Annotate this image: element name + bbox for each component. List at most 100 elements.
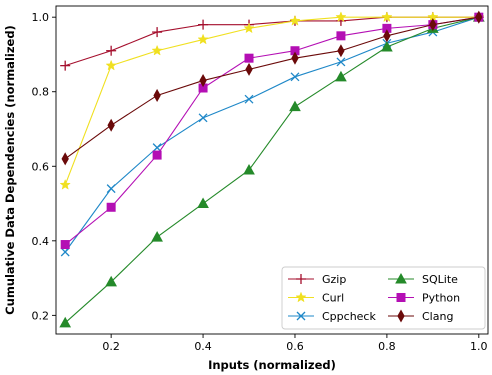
- series-sqlite-point: [59, 316, 72, 328]
- series-clang: [61, 10, 483, 166]
- series-sqlite-point: [289, 100, 301, 112]
- series-clang-point: [199, 74, 207, 88]
- legend-entry-cppcheck-label: Cppcheck: [322, 310, 376, 323]
- diamond-marker-shape: [475, 10, 483, 24]
- x-tick-label: 0.4: [194, 340, 212, 353]
- legend-entry-gzip-marker: [296, 274, 306, 284]
- series-sqlite-point: [197, 197, 209, 209]
- square-marker-shape: [336, 31, 346, 41]
- x-marker-b: [106, 184, 116, 194]
- triangle-marker-shape: [289, 100, 301, 112]
- series-cppcheck-point: [106, 184, 116, 194]
- y-tick-label: 0.2: [32, 309, 50, 322]
- series-sqlite: [59, 11, 485, 328]
- x-marker-b: [152, 143, 162, 153]
- series-clang-point: [153, 88, 161, 102]
- series-sqlite-point: [381, 40, 393, 52]
- x-tick-label: 1.0: [470, 340, 488, 353]
- series-gzip-point: [106, 45, 117, 56]
- x-marker-b: [198, 113, 208, 123]
- diamond-marker-shape: [429, 18, 437, 32]
- star-marker-shape: [243, 22, 255, 34]
- series-clang-point: [337, 44, 345, 58]
- triangle-marker-shape: [197, 197, 209, 209]
- diamond-marker-shape: [245, 62, 253, 76]
- y-tick-label: 0.4: [32, 235, 50, 248]
- y-tick-label: 0.8: [32, 86, 50, 99]
- legend-entry-clang-label: Clang: [422, 310, 453, 323]
- triangle-marker-shape: [381, 40, 393, 52]
- legend-entry-curl-marker: [295, 291, 307, 303]
- series-cppcheck-point: [244, 94, 254, 104]
- diamond-marker-shape: [337, 44, 345, 58]
- triangle-marker-shape: [151, 231, 163, 242]
- legend-entry-python: Python: [388, 292, 460, 305]
- legend-entry-curl-label: Curl: [322, 292, 344, 305]
- legend-entry-sqlite: SQLite: [388, 272, 458, 286]
- x-tick-label: 0.8: [378, 340, 396, 353]
- legend-entry-cppcheck: Cppcheck: [288, 310, 376, 323]
- series-sqlite-line: [64, 16, 479, 324]
- series-clang-point: [245, 62, 253, 76]
- star-marker-shape: [59, 178, 71, 190]
- triangle-marker-shape: [59, 316, 72, 328]
- series-clang-point: [429, 18, 437, 32]
- y-tick-label: 1.0: [32, 11, 50, 24]
- x-tick-label: 0.2: [102, 340, 120, 353]
- series-python-point: [244, 53, 254, 63]
- star-marker-shape: [105, 59, 117, 71]
- legend-entry-gzip-label: Gzip: [322, 273, 346, 286]
- series-gzip-point: [60, 60, 71, 71]
- legend-entry-python-marker: [396, 293, 406, 302]
- star-marker-shape: [335, 11, 347, 22]
- series-sqlite-point: [243, 163, 255, 175]
- star-marker-shape: [289, 14, 301, 26]
- series-cppcheck-point: [60, 247, 70, 257]
- x-marker-b: [290, 72, 300, 82]
- diamond-marker-shape: [397, 309, 405, 323]
- diamond-marker-shape: [383, 29, 391, 43]
- series-python-point: [152, 150, 162, 160]
- triangle-marker-shape: [335, 70, 347, 82]
- legend-box: [281, 266, 486, 330]
- legend-entry-sqlite-marker: [395, 272, 407, 284]
- series-layer: [59, 10, 485, 328]
- series-curl-point: [289, 14, 301, 26]
- square-marker-shape: [396, 293, 406, 302]
- axes-frame: [55, 5, 489, 335]
- triangle-marker-shape: [243, 163, 255, 175]
- series-sqlite-point: [335, 70, 347, 82]
- x-tick-label: 0.6: [286, 340, 304, 353]
- triangle-marker-shape: [105, 275, 117, 287]
- series-curl-point: [105, 59, 117, 71]
- x-marker-b: [60, 247, 70, 257]
- legend-entry-clang-marker: [397, 309, 405, 323]
- series-gzip-point: [152, 27, 163, 38]
- legend-entry-gzip: Gzip: [288, 273, 346, 286]
- legend-entry-curl: Curl: [288, 292, 344, 305]
- series-python-point: [106, 202, 116, 212]
- series-cppcheck-point: [198, 113, 208, 123]
- star-marker-shape: [151, 44, 163, 56]
- legend-entry-python-label: Python: [422, 292, 460, 305]
- square-marker-shape: [244, 53, 254, 63]
- series-python-point: [336, 31, 346, 41]
- x-marker-b: [296, 311, 306, 321]
- series-python-line: [64, 16, 479, 245]
- square-marker-shape: [106, 202, 116, 212]
- diamond-marker-shape: [291, 51, 299, 65]
- square-marker-shape: [152, 150, 162, 160]
- series-clang-point: [61, 152, 69, 166]
- series-clang-point: [475, 10, 483, 24]
- diamond-marker-shape: [199, 74, 207, 88]
- star-marker-shape: [381, 11, 393, 22]
- series-gzip-point: [198, 19, 209, 30]
- y-tick-label: 0.6: [32, 160, 50, 173]
- legend: Gzip Curl Cppcheck SQLite Python Clang: [281, 266, 486, 330]
- series-sqlite-point: [105, 275, 117, 287]
- series-curl-point: [381, 11, 393, 22]
- triangle-marker-shape: [395, 272, 407, 284]
- diamond-marker-shape: [107, 118, 115, 132]
- series-curl-point: [335, 11, 347, 22]
